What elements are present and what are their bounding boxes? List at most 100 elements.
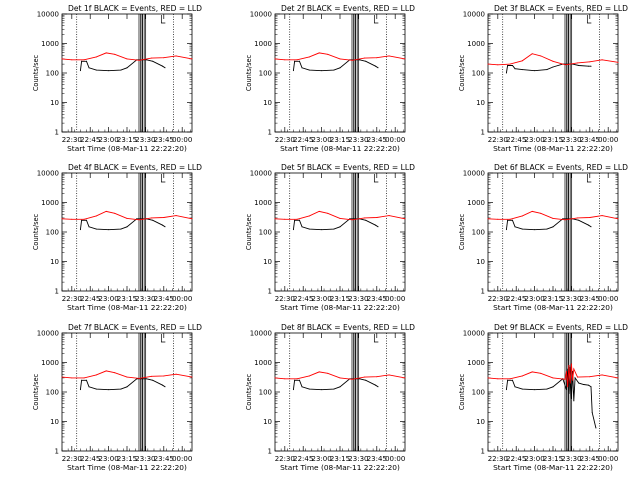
data-point-lld: [95, 215, 97, 217]
attenuator-marker: [586, 174, 592, 183]
x-tick-label: 23:45: [367, 295, 387, 303]
series-line-events: [79, 378, 166, 391]
y-axis-label: Counts/sec: [458, 213, 466, 250]
y-axis-label: Counts/sec: [245, 373, 253, 410]
data-point-events: [546, 388, 548, 390]
data-point-events: [108, 389, 110, 391]
data-point-events: [588, 384, 590, 386]
detector-panel-9: Det 9f BLACK = Events, RED = LLD 1 10 100 10…: [458, 323, 628, 472]
data-point-events: [321, 229, 323, 231]
data-point-lld: [175, 215, 177, 217]
data-point-lld: [617, 377, 619, 379]
data-point-lld: [567, 386, 569, 388]
data-point-events: [339, 67, 341, 69]
x-tick-label: 23:30: [561, 136, 581, 144]
data-point-events: [321, 389, 323, 391]
y-tick-label: 1000: [467, 199, 485, 207]
y-tick-label: 100: [259, 389, 272, 397]
data-point-lld: [191, 218, 193, 220]
data-point-events: [146, 378, 148, 380]
data-point-events: [126, 386, 128, 388]
x-tick-label: 23:00: [525, 136, 545, 144]
x-tick-label: 23:45: [367, 136, 387, 144]
y-axis-label: Counts/sec: [458, 54, 466, 91]
data-point-lld: [61, 58, 63, 60]
data-point-events: [79, 70, 81, 72]
data-point-events: [333, 69, 335, 71]
data-point-lld: [138, 219, 140, 221]
x-tick-label: 23:00: [312, 455, 332, 463]
panel-title: Det 1f BLACK = Events, RED = LLD: [68, 4, 202, 13]
y-tick-label: 1000: [467, 40, 485, 48]
x-tick-label: 23:00: [525, 295, 545, 303]
data-point-lld: [577, 217, 579, 219]
plot-area: [487, 172, 619, 292]
x-tick-label: 00:00: [172, 295, 192, 303]
x-tick-label: 23:45: [367, 455, 387, 463]
x-tick-label: 22:30: [488, 295, 508, 303]
x-tick-label: 23:00: [312, 136, 332, 144]
data-point-events: [299, 379, 301, 381]
attenuator-marker: [160, 334, 166, 343]
data-point-events: [375, 224, 377, 226]
data-point-events: [81, 379, 83, 381]
detector-panel-7: Det 7f BLACK = Events, RED = LLD 1 10 100 10…: [32, 323, 202, 472]
data-point-events: [552, 226, 554, 228]
data-point-lld: [569, 382, 571, 384]
x-tick-label: 23:15: [543, 295, 563, 303]
x-tick-label: 23:30: [561, 295, 581, 303]
data-point-lld: [83, 59, 85, 61]
x-axis-label: Start Time (08-Mar-11 22:22:20): [493, 144, 613, 153]
data-point-lld: [95, 56, 97, 58]
x-tick-label: 23:00: [312, 295, 332, 303]
panel-title: Det 8f BLACK = Events, RED = LLD: [281, 323, 415, 332]
data-point-events: [86, 60, 88, 62]
data-point-lld: [540, 372, 542, 374]
data-point-lld: [601, 215, 603, 217]
data-point-lld: [318, 52, 320, 54]
data-point-events: [521, 69, 523, 71]
data-point-events: [333, 388, 335, 390]
data-point-events: [365, 60, 367, 62]
data-point-events: [152, 219, 154, 221]
y-tick-label: 1: [481, 448, 485, 456]
data-point-events: [95, 228, 97, 230]
data-point-events: [375, 384, 377, 386]
data-point-events: [308, 388, 310, 390]
data-point-lld: [284, 218, 286, 220]
data-point-events: [512, 379, 514, 381]
x-tick-label: 23:30: [135, 295, 155, 303]
y-tick-label: 1000: [254, 359, 272, 367]
data-point-lld: [376, 376, 378, 378]
data-point-events: [292, 70, 294, 72]
data-point-events: [552, 386, 554, 388]
data-point-events: [590, 226, 592, 228]
data-point-lld: [521, 60, 523, 62]
data-point-events: [595, 427, 597, 429]
data-point-events: [583, 383, 585, 385]
plot-area: [274, 13, 406, 133]
data-point-lld: [364, 57, 366, 59]
data-point-lld: [105, 370, 107, 372]
data-point-events: [88, 386, 90, 388]
data-point-lld: [296, 378, 298, 380]
data-point-events: [86, 379, 88, 381]
data-point-events: [512, 219, 514, 221]
x-tick-label: 23:30: [135, 136, 155, 144]
data-point-events: [294, 219, 296, 221]
data-point-events: [359, 59, 361, 61]
data-point-events: [534, 229, 536, 231]
data-point-events: [552, 66, 554, 68]
data-point-lld: [151, 375, 153, 377]
data-point-events: [574, 377, 576, 379]
data-point-lld: [327, 372, 329, 374]
data-point-lld: [388, 215, 390, 217]
x-tick-label: 22:45: [80, 136, 100, 144]
data-point-lld: [601, 374, 603, 376]
data-point-lld: [308, 215, 310, 217]
x-tick-label: 23:00: [525, 455, 545, 463]
x-tick-label: 22:30: [62, 295, 82, 303]
x-tick-label: 23:30: [135, 455, 155, 463]
y-tick-label: 10: [476, 418, 485, 426]
x-tick-label: 23:15: [330, 136, 350, 144]
